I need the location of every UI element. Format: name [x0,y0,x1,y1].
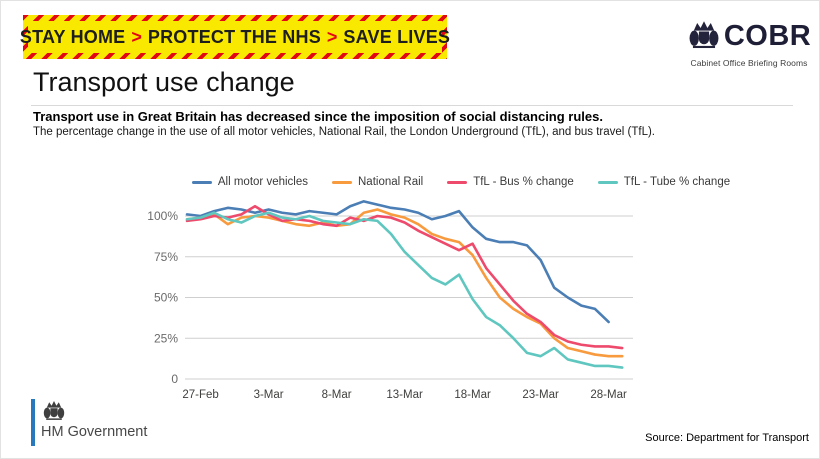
stay-home-banner: STAY HOME > PROTECT THE NHS > SAVE LIVES [20,15,450,59]
royal-coat-of-arms-icon [41,398,67,427]
chevron-right-icon: > [326,26,338,47]
series-line [185,208,624,358]
legend-label: National Rail [358,176,424,188]
chevron-right-icon: > [131,26,142,47]
page-title: Transport use change [33,67,295,97]
series-line [185,200,610,324]
source-caption: Source: Department for Transport [645,432,809,444]
x-tick-label: 27-Feb [182,389,218,401]
headline: Transport use in Great Britain has decre… [33,109,603,124]
title-divider [31,105,793,106]
legend-swatch [191,180,212,184]
banner-segment: SAVE LIVES [343,26,451,47]
legend-item: TfL - Bus % change [447,176,574,188]
transport-use-chart: All motor vehicles National Rail TfL - Bus… [141,171,781,410]
chart-legend: All motor vehicles National Rail TfL - Bus… [141,171,781,193]
legend-swatch [332,180,352,184]
series-line [185,204,624,350]
x-tick-label: 18-Mar [454,389,491,401]
legend-item: All motor vehicles [191,176,308,188]
chart-plot-area: 0 25% 50% 75% 100% 27-Feb 3-Mar 8-Mar 13-Mar 18-M… [141,193,781,410]
cobr-title: COBR [723,20,812,52]
legend-swatch [597,180,618,184]
hm-government-blue-bar [31,399,35,446]
stay-home-banner-text: STAY HOME > PROTECT THE NHS > SAVE LIVES [20,21,450,53]
line-chart-svg: 0 25% 50% 75% 100% 27-Feb 3-Mar 8-Mar 13-Mar 18-M… [147,200,633,401]
description: The percentage change in the use of all … [33,126,655,138]
legend-item: National Rail [332,176,423,188]
y-tick-label: 25% [154,331,178,345]
x-tick-label: 8-Mar [322,389,352,401]
y-tick-label: 50% [154,291,178,305]
hm-government-logo: HM Government [31,398,211,448]
banner-segment: PROTECT THE NHS [147,26,321,47]
legend-label: TfL - Tube % change [623,176,731,188]
legend-item: TfL - Tube % change [597,176,731,188]
series-line [185,211,624,369]
y-tick-label: 75% [154,250,178,264]
y-tick-label: 0 [171,372,178,386]
banner-segment: STAY HOME [19,26,126,47]
x-tick-label: 23-Mar [522,389,559,401]
legend-label: TfL - Bus % change [473,176,574,188]
x-tick-label: 3-Mar [254,389,284,401]
royal-crest-icon [687,17,721,56]
x-tick-label: 28-Mar [590,389,627,401]
cobr-logo: COBR Cabinet Office Briefing Rooms [687,17,811,68]
legend-swatch [447,180,468,184]
x-tick-label: 13-Mar [386,389,423,401]
cobr-subtitle: Cabinet Office Briefing Rooms [690,58,808,68]
legend-label: All motor vehicles [217,176,308,188]
hm-government-label: HM Government [41,424,148,440]
y-tick-label: 100% [147,209,178,223]
